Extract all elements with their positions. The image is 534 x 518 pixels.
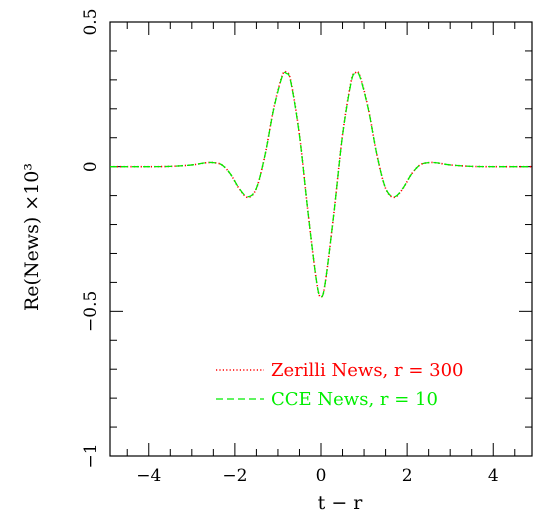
x-tick-label: 2	[402, 466, 413, 486]
y-axis-label: Re(News) ×10³	[21, 163, 43, 311]
x-tick-label: 0	[316, 466, 327, 486]
x-tick-label: −4	[136, 466, 161, 486]
legend: Zerilli News, r = 300 CCE News, r = 10	[216, 360, 464, 410]
tick-labels: −4 −2 0 2 4 −1 −0.5 0 0.5	[81, 8, 499, 486]
legend-label-1: Zerilli News, r = 300	[271, 360, 464, 381]
y-tick-label: 0	[81, 161, 101, 172]
x-tick-label: −2	[222, 466, 247, 486]
series-line-2	[109, 71, 533, 298]
legend-label-2: CCE News, r = 10	[271, 389, 438, 410]
x-axis-label: t − r	[318, 492, 364, 514]
series-layer	[109, 70, 533, 298]
y-tick-label: −0.5	[81, 291, 101, 332]
x-tick-label: 4	[488, 466, 499, 486]
series-line-1	[109, 70, 533, 298]
y-tick-label: 0.5	[81, 8, 101, 35]
y-tick-label: −1	[81, 443, 101, 468]
